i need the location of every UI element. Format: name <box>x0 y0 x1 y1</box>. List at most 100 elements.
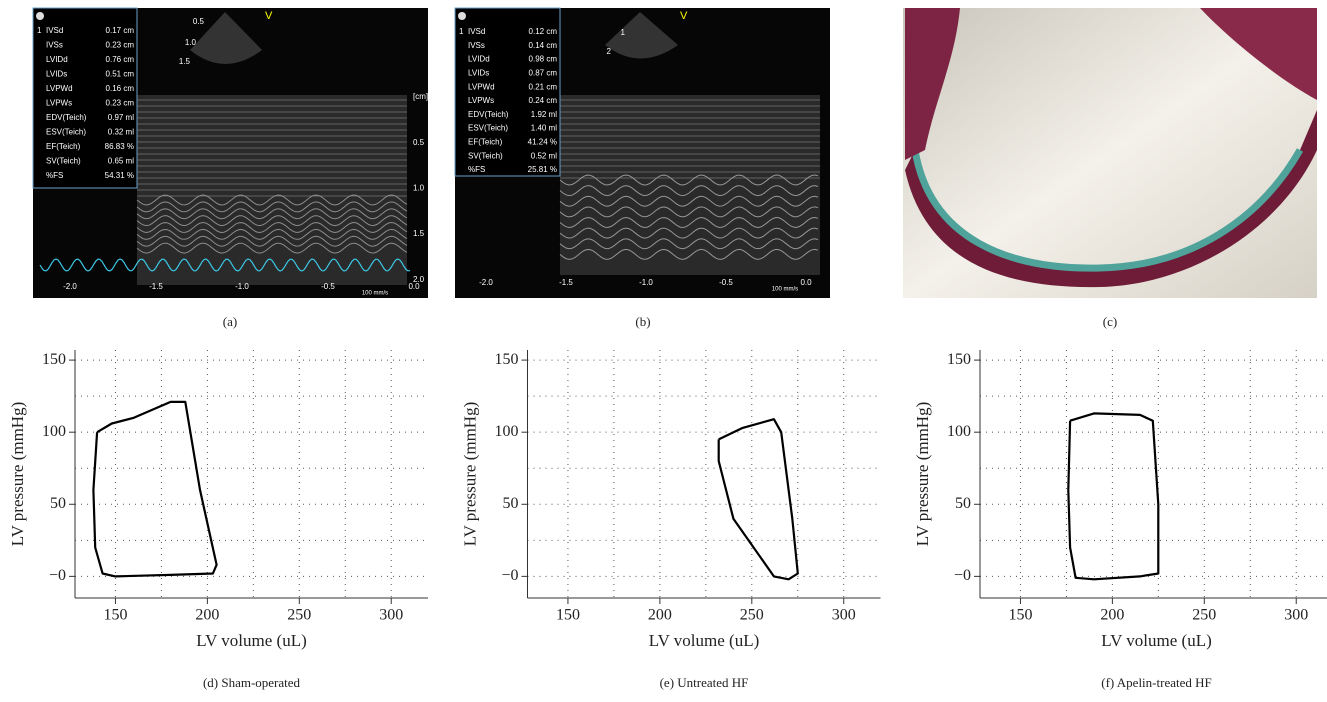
time-tick: -2.0 <box>479 278 493 287</box>
sector-label: 1.5 <box>179 57 191 66</box>
measurement-box <box>32 7 138 189</box>
y-tick-label: 50 <box>955 495 971 512</box>
x-tick-label: 250 <box>1192 607 1216 624</box>
time-tick: 0.0 <box>800 278 812 287</box>
echo-wave <box>559 206 819 218</box>
time-tick: -1.0 <box>235 282 249 291</box>
sweep-speed: 100 mm/s <box>362 291 388 297</box>
measurement-value: 0.14 cm <box>529 41 558 50</box>
time-tick: -1.5 <box>559 278 573 287</box>
measurement-value: 0.23 cm <box>106 41 135 50</box>
depth-tick: 0.5 <box>840 127 852 136</box>
measurement-box <box>454 7 561 177</box>
y-tick-label: −0 <box>49 567 66 584</box>
y-tick-label: 100 <box>495 423 519 440</box>
measurement-value: 0.87 cm <box>529 69 558 78</box>
measurement-name: %FS <box>468 165 485 174</box>
depth-tick: 2.0 <box>840 237 852 246</box>
y-axis-label: LV pressure (mmHg) <box>8 402 27 546</box>
tissue-top-right <box>1200 8 1317 100</box>
time-tick: -1.0 <box>639 278 653 287</box>
measurement-name: IVSs <box>46 41 63 50</box>
echo-wave <box>559 195 819 207</box>
time-tick: -0.5 <box>321 282 335 291</box>
echo-wave <box>136 221 408 234</box>
x-tick-label: 250 <box>740 607 764 624</box>
x-axis-label: LV volume (uL) <box>649 631 760 650</box>
measurement-name: LVIDd <box>46 55 68 64</box>
echo-wave <box>559 216 819 229</box>
y-axis-label: LV pressure (mmHg) <box>913 402 932 546</box>
echo-wave <box>136 242 408 254</box>
echo-wave <box>136 235 408 247</box>
echo-sector <box>190 12 262 64</box>
sector-label: 1.0 <box>185 38 197 47</box>
measurement-value: 0.98 cm <box>529 55 558 64</box>
measurement-value: 0.51 cm <box>106 70 135 79</box>
echo-wave <box>559 185 819 197</box>
probe-mark: V <box>680 10 688 22</box>
y-tick-label: −0 <box>954 567 971 584</box>
chart-caption: (f) Apelin-treated HF <box>1101 675 1211 690</box>
measurement-value: 41.24 % <box>528 138 557 147</box>
measurement-value: 0.17 cm <box>106 26 135 35</box>
time-tick: -0.5 <box>719 278 733 287</box>
depth-tick: 1.0 <box>413 184 425 193</box>
x-tick-label: 300 <box>379 607 403 624</box>
x-tick-label: 150 <box>1008 607 1032 624</box>
measurement-name: ESV(Teich) <box>468 124 508 133</box>
measurement-name: LVPWd <box>468 82 495 91</box>
measurement-value: 0.65 ml <box>108 157 134 166</box>
echo-wave <box>559 248 819 260</box>
depth-unit: [cm] <box>840 90 855 99</box>
x-tick-label: 200 <box>648 607 672 624</box>
x-tick-label: 200 <box>1100 607 1124 624</box>
time-tick: 0.0 <box>408 282 420 291</box>
x-axis-label: LV volume (uL) <box>1101 631 1212 650</box>
y-tick-label: 50 <box>503 495 519 512</box>
echo-wave <box>559 238 819 250</box>
measurement-name: SV(Teich) <box>468 151 503 160</box>
box-icon <box>458 12 466 20</box>
measurement-value: 0.21 cm <box>529 82 558 91</box>
echo-sector <box>605 12 678 59</box>
probe-mark: V <box>265 10 273 22</box>
measurement-name: EF(Teich) <box>46 142 81 151</box>
echo-wave <box>136 201 408 213</box>
measurement-value: 0.23 cm <box>106 99 135 108</box>
x-tick-label: 200 <box>195 607 219 624</box>
measurement-index: 1 <box>37 26 42 35</box>
sector-label: 1 <box>621 28 626 37</box>
x-tick-label: 150 <box>103 607 127 624</box>
measurement-value: 0.16 cm <box>106 84 135 93</box>
x-tick-label: 300 <box>1284 607 1308 624</box>
content: 1 IVSd 0.17 cm IVSs 0.23 cm LVIDd 0.76 cm LVIDs… <box>8 7 1327 690</box>
measurement-name: EDV(Teich) <box>46 113 87 122</box>
chart-caption: (d) Sham-operated <box>203 675 301 690</box>
y-tick-label: 50 <box>50 495 66 512</box>
measurement-value: 0.12 cm <box>529 27 558 36</box>
pv-loop <box>92 400 218 578</box>
measurement-value: 0.76 cm <box>106 55 135 64</box>
chart-caption: (e) Untreated HF <box>660 675 749 690</box>
y-axis-label: LV pressure (mmHg) <box>460 402 479 546</box>
y-tick-label: 100 <box>947 423 971 440</box>
measurement-name: EF(Teich) <box>468 138 503 147</box>
tissue-top-left <box>905 8 960 160</box>
x-tick-label: 250 <box>287 607 311 624</box>
measurement-name: IVSs <box>468 41 485 50</box>
depth-tick: 0.5 <box>413 138 425 147</box>
measurement-value: 0.97 ml <box>108 113 134 122</box>
measurement-value: 0.52 ml <box>531 151 557 160</box>
echo-wave <box>559 174 819 186</box>
echo-wave <box>136 194 408 206</box>
measurement-value: 54.31 % <box>105 171 134 180</box>
y-tick-label: 150 <box>947 351 971 368</box>
box-icon <box>36 12 44 20</box>
panel-caption: (b) <box>635 314 650 329</box>
depth-tick: 1.0 <box>840 163 852 172</box>
echo-wave <box>136 215 408 227</box>
measurement-value: 25.81 % <box>528 165 557 174</box>
y-tick-label: 150 <box>42 351 66 368</box>
measurement-name: IVSd <box>46 26 63 35</box>
